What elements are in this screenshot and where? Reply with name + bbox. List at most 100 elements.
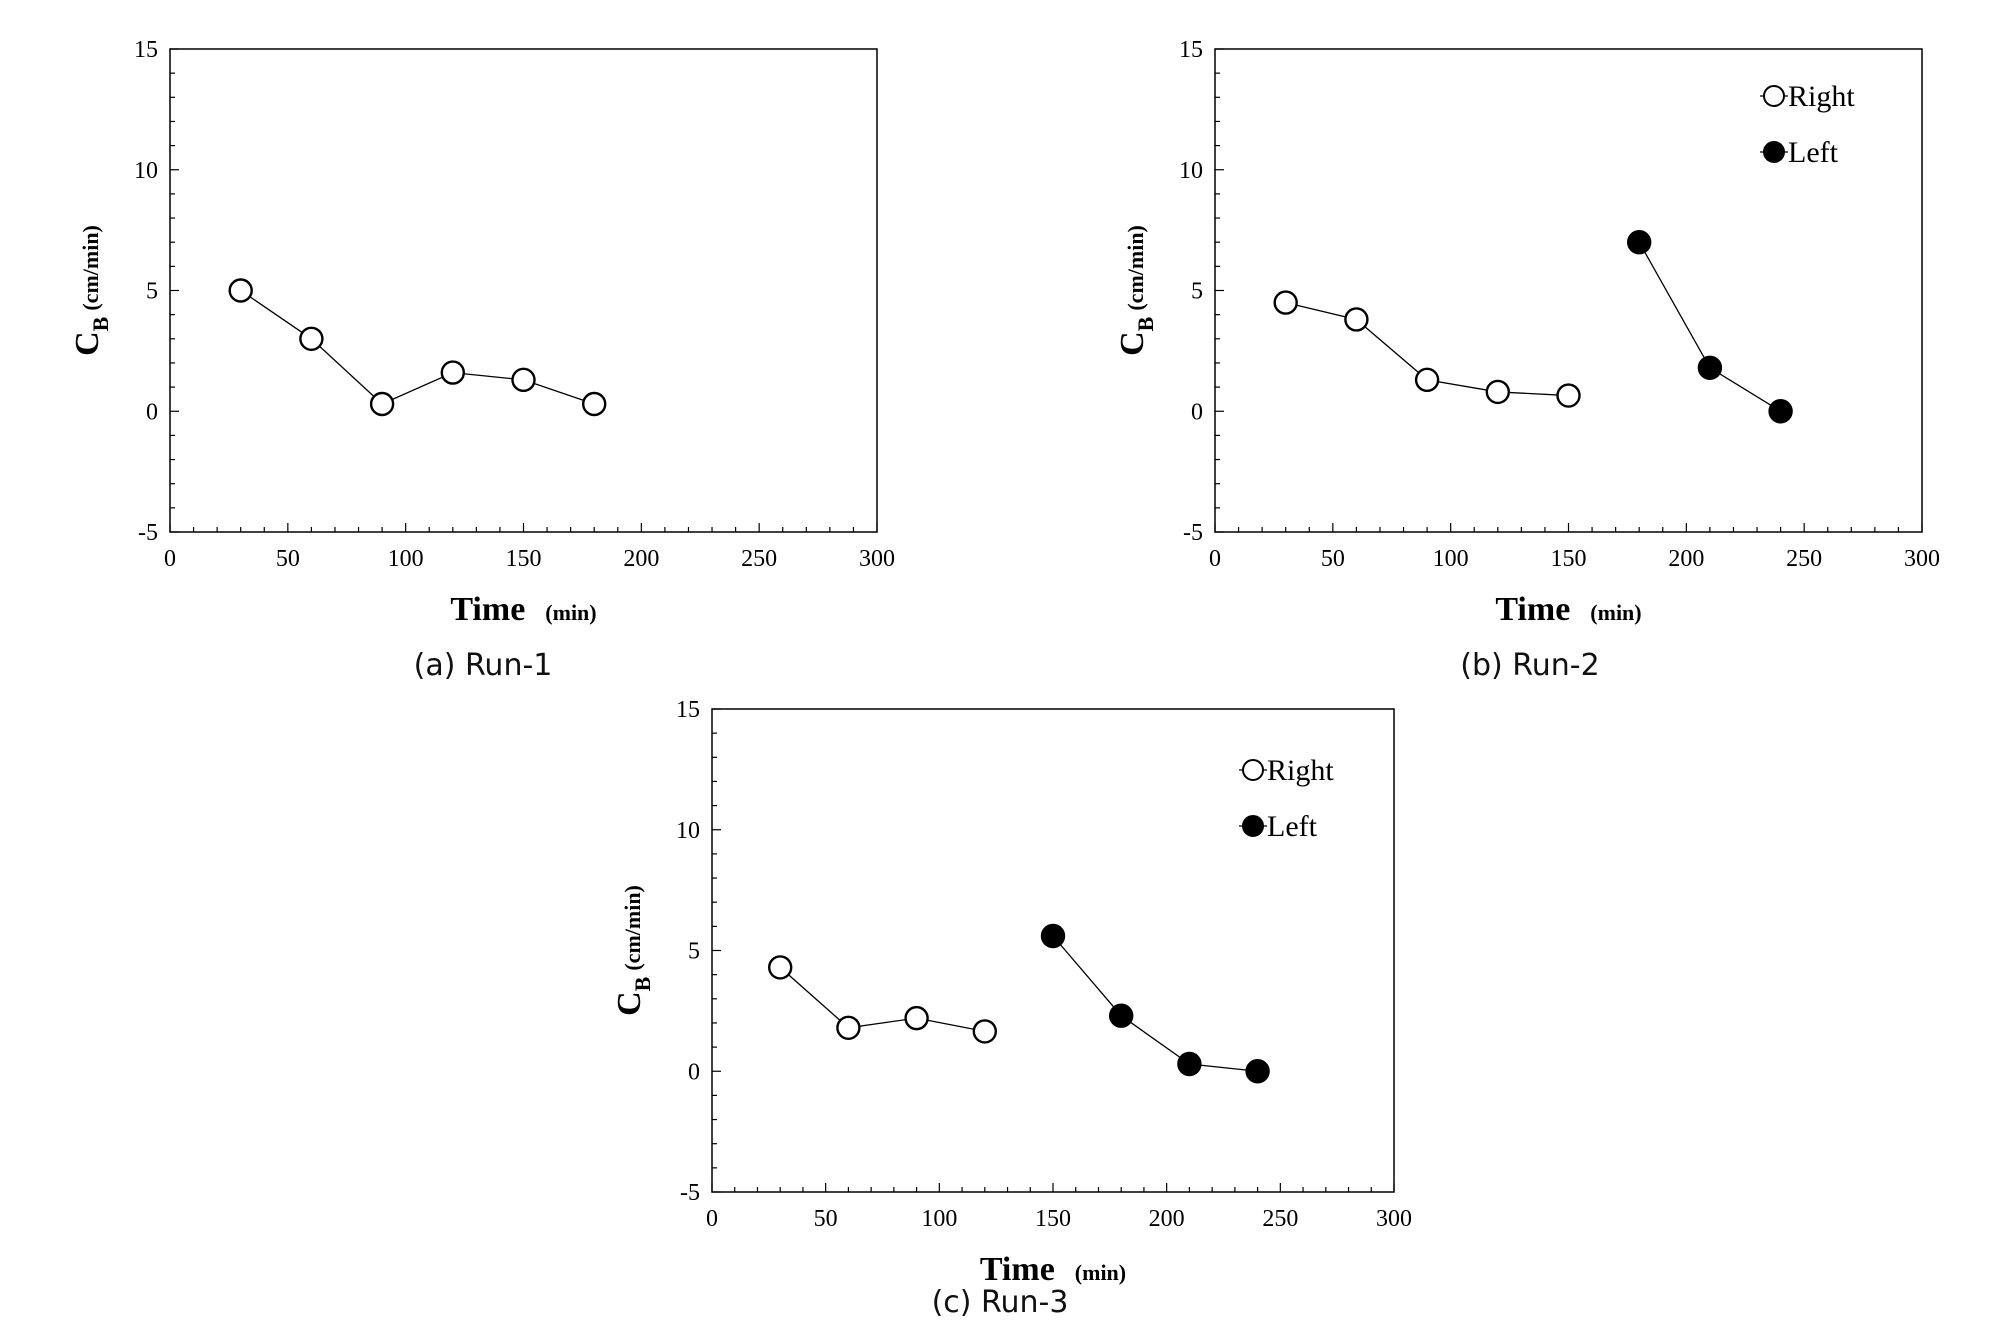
y-axis-subscript: B: [630, 976, 655, 991]
y-tick-label: 10: [134, 158, 158, 184]
series-line: [240, 289, 595, 405]
legend-label-left: Left: [1267, 810, 1318, 843]
y-axis-unit: (cm/min): [1123, 225, 1148, 311]
y-axis-label: C: [1114, 331, 1151, 356]
plot-frame: [169, 48, 878, 533]
open-data-point: [768, 955, 793, 980]
y-tick-label: 5: [1191, 279, 1203, 305]
x-axis-unit: (min): [1075, 1260, 1126, 1285]
filled-data-point: [1177, 1051, 1202, 1077]
filled-data-point: [1697, 355, 1723, 380]
open-data-point: [228, 278, 253, 303]
series-left: [1040, 923, 1270, 1084]
legend-label-right: Right: [1788, 80, 1855, 113]
x-axis-title: Time (min): [980, 1251, 1126, 1288]
legend-marker-filled: [1763, 141, 1785, 163]
open-data-point: [1485, 379, 1511, 405]
open-data-point: [836, 1015, 861, 1040]
y-axis-title: CB (cm/min): [69, 225, 113, 356]
x-tick-label: 250: [1262, 1206, 1298, 1232]
y-tick-label: -5: [1183, 520, 1203, 546]
legend-label-right: Right: [1267, 754, 1334, 787]
x-axis-label: Time: [450, 591, 525, 628]
legend: Right Left: [1760, 80, 1855, 169]
y-axis-title: CB (cm/min): [1114, 225, 1158, 356]
legend: Right Left: [1239, 754, 1334, 843]
open-data-point: [972, 1019, 997, 1044]
open-data-point: [511, 367, 536, 393]
x-axis-unit: (min): [545, 600, 596, 625]
y-tick-label: 0: [688, 1059, 700, 1085]
y-tick-label: 10: [676, 818, 700, 844]
series-right: [768, 955, 997, 1044]
open-data-point: [369, 391, 395, 417]
x-tick-label: 0: [706, 1206, 718, 1232]
x-tick-label: 200: [623, 546, 659, 572]
x-tick-label: 50: [814, 1206, 838, 1232]
open-data-point: [299, 326, 324, 351]
legend-marker-open: [1242, 759, 1264, 781]
x-tick-label: 50: [1321, 546, 1345, 572]
series-line: [1638, 241, 1781, 412]
x-tick-label: 150: [1551, 546, 1587, 572]
x-tick-label: 200: [1149, 1206, 1185, 1232]
x-tick-label: 150: [1035, 1206, 1071, 1232]
y-axis-label: C: [69, 331, 106, 356]
plot-frame: [1214, 48, 1923, 533]
y-tick-label: 5: [688, 939, 700, 965]
x-tick-label: 250: [1786, 546, 1822, 572]
y-tick-label: 5: [146, 279, 158, 305]
x-tick-label: 300: [1904, 546, 1940, 572]
x-axis-title: Time (min): [1495, 591, 1641, 628]
x-axis-label: Time: [980, 1251, 1055, 1288]
y-tick-label: 15: [134, 37, 158, 63]
legend-marker-filled: [1242, 815, 1264, 837]
y-tick-label: 15: [1179, 37, 1203, 63]
open-data-point: [1556, 383, 1581, 408]
series-right: [1273, 290, 1581, 408]
filled-data-point: [1108, 1003, 1134, 1028]
filled-data-point: [1040, 923, 1066, 949]
filled-data-point: [1245, 1059, 1270, 1084]
open-data-point: [1414, 367, 1440, 393]
y-tick-label: -5: [680, 1180, 700, 1206]
x-tick-label: 100: [921, 1206, 957, 1232]
open-data-point: [582, 391, 607, 417]
x-tick-label: 200: [1668, 546, 1704, 572]
x-tick-label: 300: [1376, 1206, 1412, 1232]
x-tick-label: 250: [741, 546, 777, 572]
panel-caption: (b) Run-2: [1460, 648, 1599, 683]
legend-marker-open: [1763, 85, 1785, 107]
filled-data-point: [1768, 399, 1793, 424]
x-tick-label: 150: [506, 546, 542, 572]
x-tick-label: 50: [276, 546, 300, 572]
y-axis-unit: (cm/min): [620, 885, 645, 971]
series-line: [1052, 935, 1258, 1072]
open-data-point: [1273, 290, 1298, 315]
y-axis-subscript: B: [88, 316, 113, 331]
filled-data-point: [1626, 229, 1652, 255]
y-axis-unit: (cm/min): [78, 225, 103, 311]
y-tick-label: 0: [1191, 399, 1203, 425]
x-tick-label: 100: [1433, 546, 1469, 572]
series-left: [1626, 229, 1793, 424]
x-axis-label: Time: [1495, 591, 1570, 628]
y-axis-subscript: B: [1133, 316, 1158, 331]
open-data-point: [1344, 307, 1369, 332]
y-axis-title: CB (cm/min): [611, 885, 655, 1016]
y-tick-label: -5: [138, 520, 158, 546]
series-1: [228, 278, 607, 417]
x-tick-label: 0: [164, 546, 176, 572]
x-tick-label: 100: [388, 546, 424, 572]
x-tick-label: 300: [859, 546, 895, 572]
y-axis-label: C: [611, 991, 648, 1016]
open-data-point: [440, 360, 465, 385]
panel-caption: (c) Run-3: [932, 1285, 1069, 1320]
y-tick-label: 15: [676, 697, 700, 723]
y-tick-label: 10: [1179, 158, 1203, 184]
